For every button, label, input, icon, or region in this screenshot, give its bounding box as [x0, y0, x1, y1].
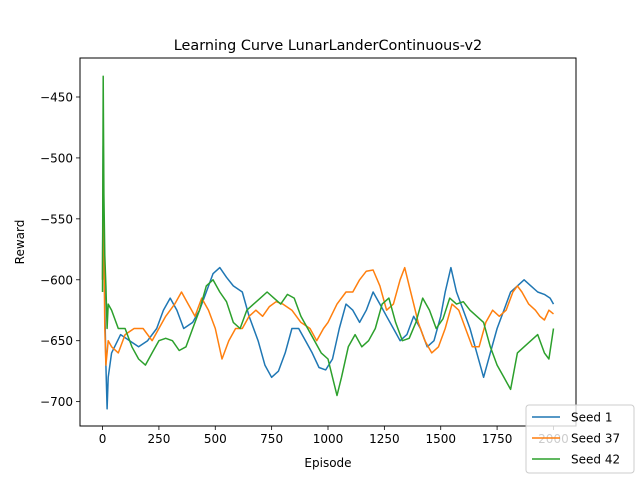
chart-title: Learning Curve LunarLanderContinuous-v2: [174, 38, 482, 54]
legend-box: [525, 404, 635, 474]
y-tick-label: −500: [40, 151, 73, 165]
legend-label-1: Seed 1: [571, 411, 612, 425]
series-line-3: [101, 75, 555, 397]
y-tick-label: −450: [40, 90, 73, 104]
x-tick-label: 750: [260, 432, 283, 446]
y-tick-label: −600: [40, 273, 73, 287]
x-tick-label: 500: [204, 432, 227, 446]
series-line-1: [101, 144, 555, 410]
legend: Seed 1 Seed 37 Seed 42: [525, 404, 635, 474]
y-tick-label: −700: [40, 395, 73, 409]
y-tick-label: −550: [40, 212, 73, 226]
y-axis-label: Reward: [13, 220, 27, 265]
legend-label-3: Seed 42: [571, 453, 620, 467]
x-axis-label: Episode: [304, 456, 351, 470]
x-tick-label: 1750: [482, 432, 513, 446]
x-tick-label: 250: [147, 432, 170, 446]
y-tick-label: −650: [40, 334, 73, 348]
legend-label-2: Seed 37: [571, 432, 620, 446]
x-tick-label: 1500: [425, 432, 456, 446]
series-layer: [101, 75, 555, 410]
x-tick-label: 1250: [369, 432, 400, 446]
y-axis: −700 −650 −600 −550 −500 −450: [40, 90, 80, 409]
x-tick-label: 0: [99, 432, 107, 446]
x-tick-label: 1000: [313, 432, 344, 446]
